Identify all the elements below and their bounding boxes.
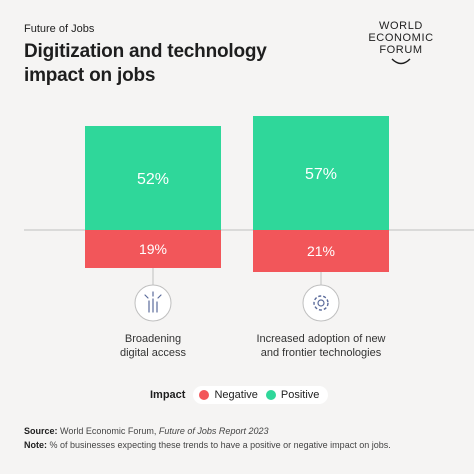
logo-arc-icon bbox=[391, 58, 411, 65]
legend-swatch-positive bbox=[265, 390, 276, 400]
category-label: digital access bbox=[120, 347, 187, 359]
category-label: and frontier technologies bbox=[261, 347, 382, 359]
gear-inner-icon bbox=[317, 299, 325, 307]
category-label: Increased adoption of new bbox=[256, 333, 385, 345]
legend-swatch-negative bbox=[199, 390, 210, 400]
touch-glyph-icon bbox=[144, 291, 162, 313]
legend-label-negative: Negative bbox=[214, 389, 258, 401]
wef-logo: WORLD ECONOMIC FORUM bbox=[356, 20, 446, 66]
source-text: World Economic Forum, bbox=[60, 426, 157, 436]
data-label-negative: 19% bbox=[139, 241, 167, 257]
bar-positive bbox=[253, 116, 389, 230]
legend-item-negative: Negative bbox=[199, 389, 258, 401]
source-line: Source: World Economic Forum, Future of … bbox=[24, 424, 464, 438]
source-italic: Future of Jobs Report 2023 bbox=[158, 426, 269, 436]
footnotes: Source: World Economic Forum, Future of … bbox=[24, 424, 464, 452]
data-label-positive: 52% bbox=[137, 171, 169, 188]
logo-line-1: WORLD bbox=[379, 20, 423, 32]
note-line: Note: % of businesses expecting these tr… bbox=[24, 438, 464, 452]
page-title: Digitization and technology impact on jo… bbox=[24, 41, 267, 86]
legend-item-positive: Positive bbox=[265, 389, 320, 401]
legend-label-positive: Positive bbox=[280, 389, 320, 401]
kicker: Future of Jobs bbox=[24, 23, 95, 35]
legend-title: Impact bbox=[150, 389, 186, 401]
chart: 52% 19% Broadening digital access 57% 21% Incr… bbox=[24, 116, 474, 359]
data-label-positive: 57% bbox=[305, 166, 337, 183]
note-text: % of businesses expecting these trends t… bbox=[49, 440, 391, 450]
bar-positive bbox=[85, 126, 221, 230]
source-label: Source: bbox=[24, 426, 58, 436]
bar-negative bbox=[253, 230, 389, 272]
technology-gear-icon bbox=[302, 284, 340, 322]
note-label: Note: bbox=[24, 440, 47, 450]
legend: Impact Negative Positive bbox=[150, 384, 329, 406]
logo-line-3: FORUM bbox=[379, 44, 423, 56]
data-label-negative: 21% bbox=[307, 243, 335, 259]
legend-items: Negative Positive bbox=[193, 386, 329, 404]
bar-negative bbox=[85, 230, 221, 268]
gear-outer-icon bbox=[313, 295, 329, 311]
category-label: Broadening bbox=[125, 333, 181, 345]
logo-line-2: ECONOMIC bbox=[368, 32, 434, 44]
